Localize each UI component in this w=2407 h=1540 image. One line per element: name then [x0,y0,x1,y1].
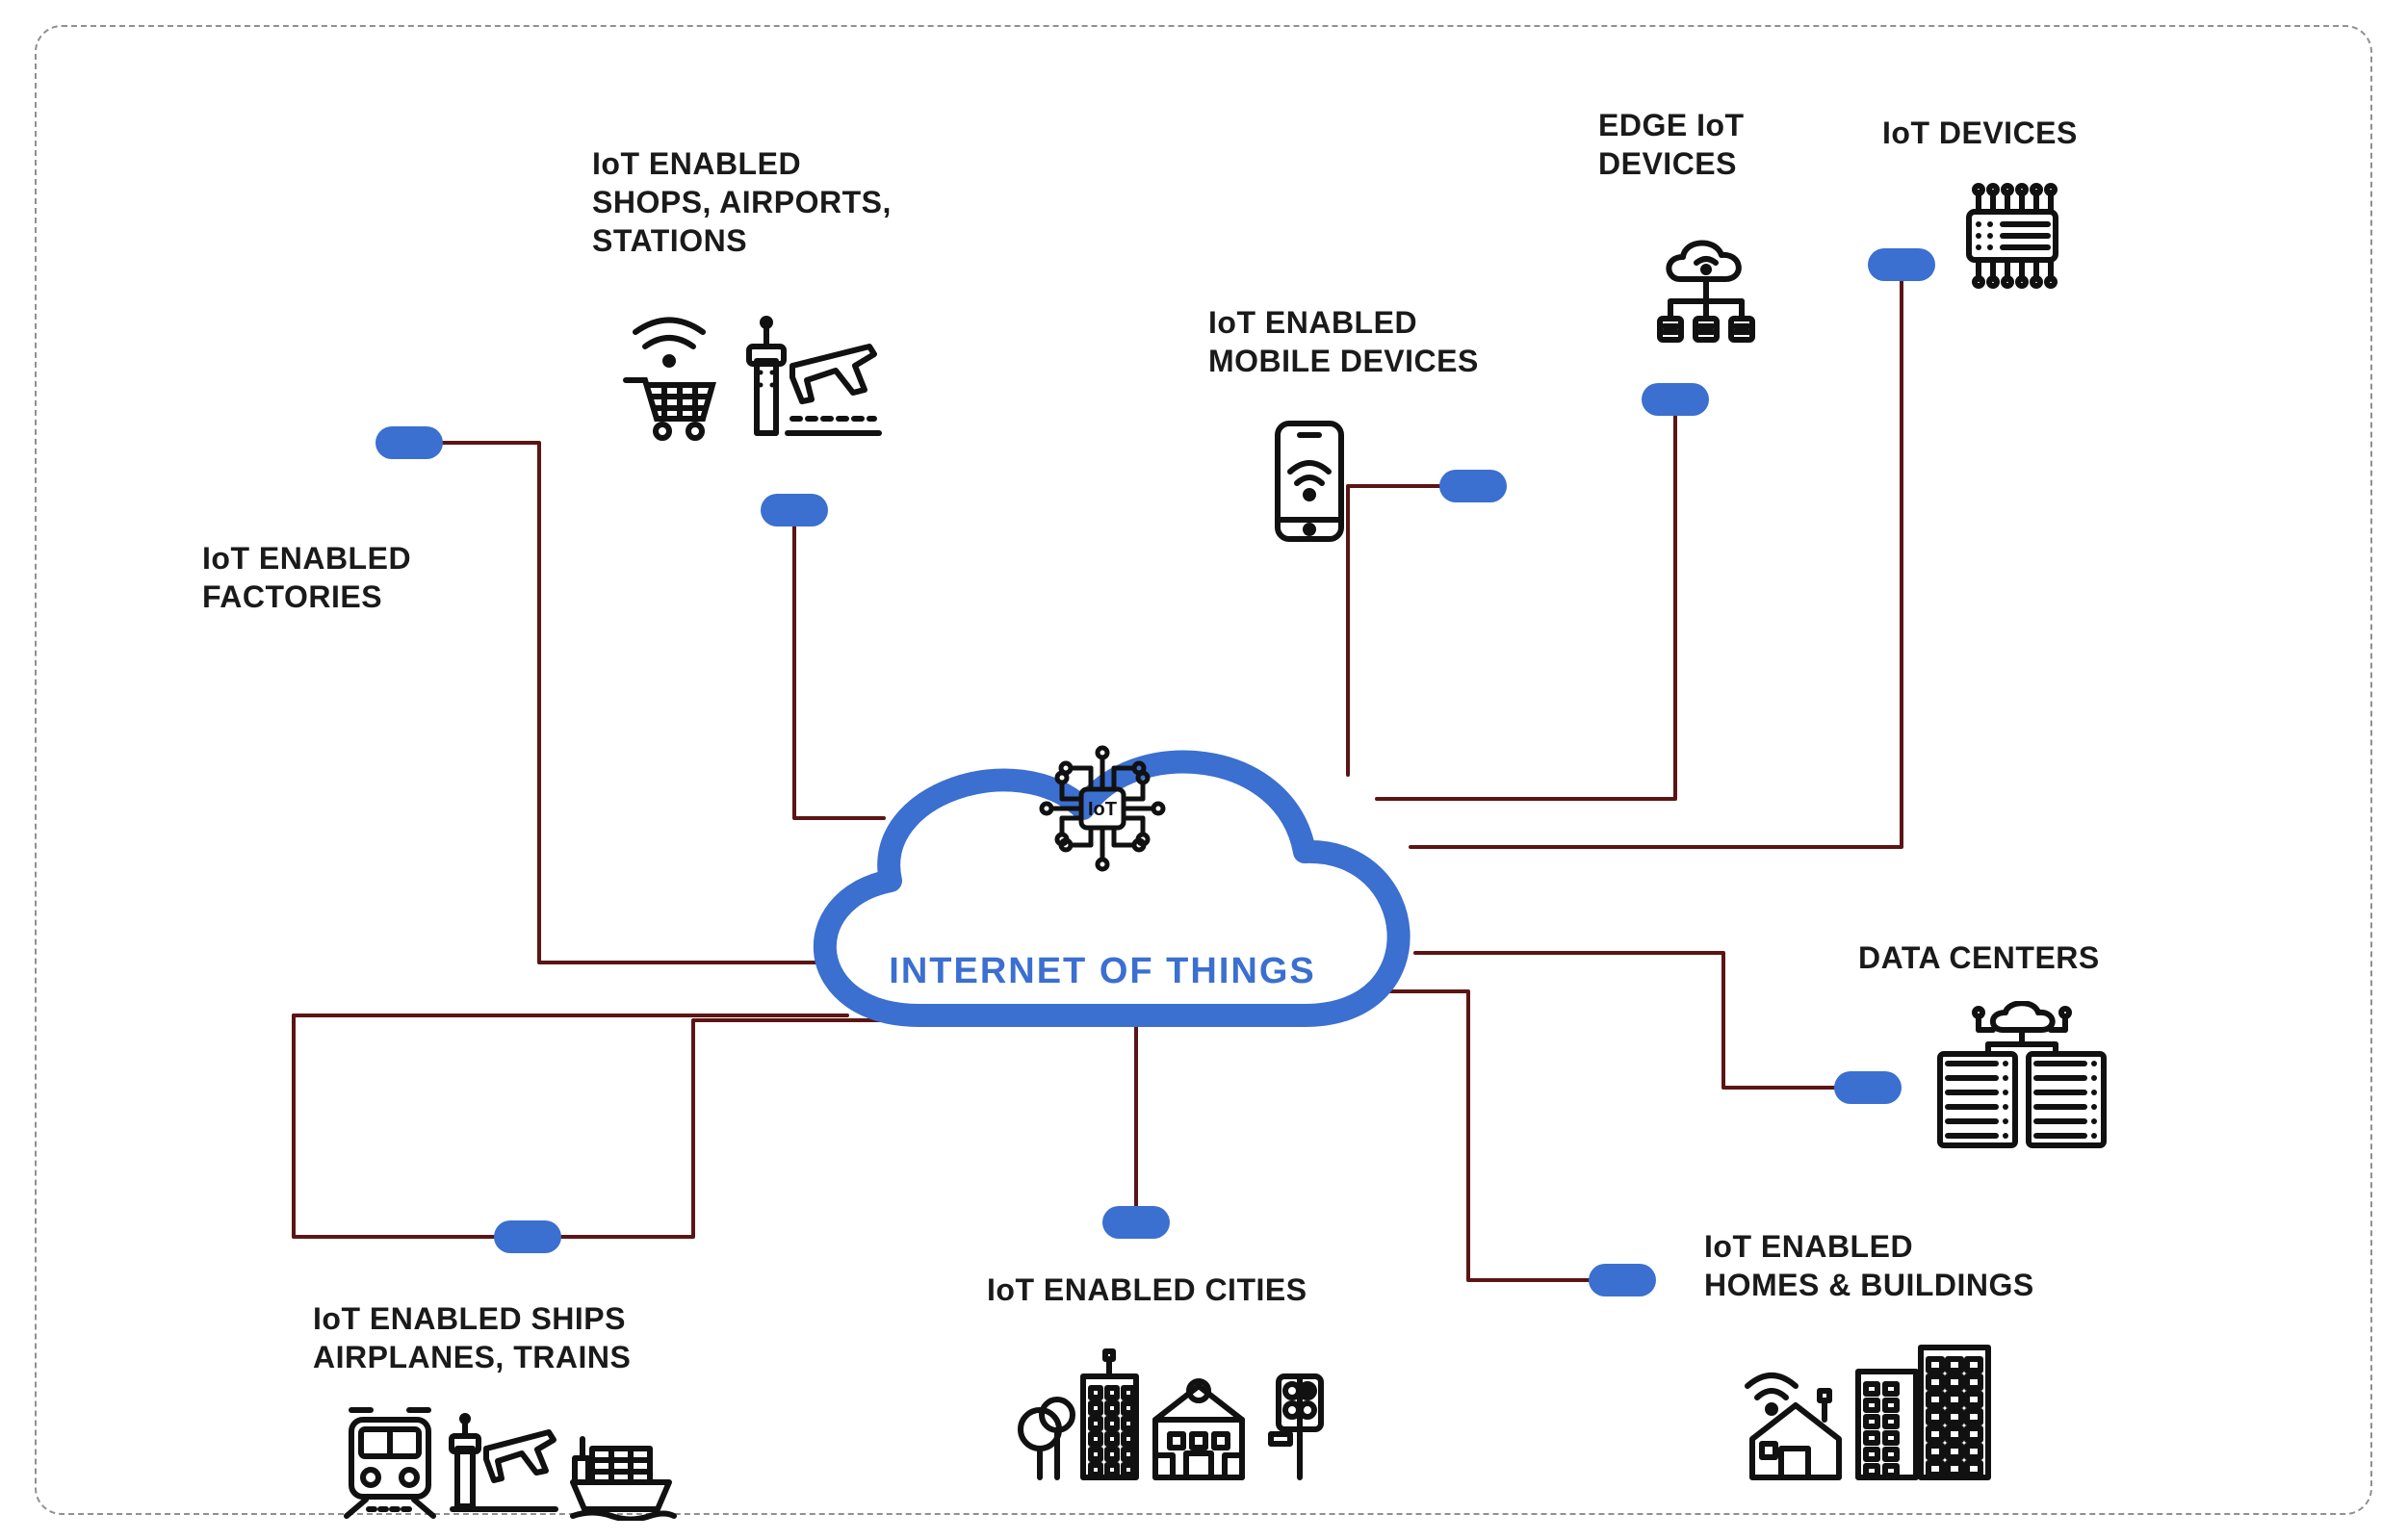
node-label-cities: IoT ENABLED CITIES [987,1270,1307,1309]
datacenters-icon [1921,1001,2123,1155]
node-label-mobile: IoT ENABLED MOBILE DEVICES [1208,303,1479,380]
node-label-ships: IoT ENABLED SHIPS AIRPLANES, TRAINS [313,1299,631,1376]
node-label-devices: IoT DEVICES [1882,114,2078,152]
cities-icon [1011,1338,1338,1482]
shops-icon [616,308,884,443]
node-pill-cities [1102,1206,1170,1239]
iot-chip-icon: IoT [1025,741,1179,876]
devices-icon [1940,178,2084,294]
node-label-shops: IoT ENABLED SHOPS, AIRPORTS, STATIONS [592,144,892,260]
edge-icon [1646,226,1772,351]
node-label-datacenters: DATA CENTERS [1858,938,2100,977]
node-pill-edge [1642,383,1709,416]
node-pill-ships [494,1220,561,1253]
homes-icon [1733,1328,2003,1482]
node-label-homes: IoT ENABLED HOMES & BUILDINGS [1704,1227,2034,1304]
node-label-factories: IoT ENABLED FACTORIES [202,539,411,616]
node-pill-datacenters [1834,1071,1902,1104]
svg-text:IoT: IoT [1088,799,1117,820]
ships-icon [342,1396,679,1521]
node-pill-factories [375,426,443,459]
node-pill-shops [761,494,828,526]
node-label-edge: EDGE IoT DEVICES [1598,106,1745,183]
node-pill-devices [1868,248,1935,281]
mobile-icon [1266,414,1353,549]
node-pill-mobile [1439,470,1507,502]
diagram-stage: INTERNET OF THINGS IoT [0,0,2407,1540]
node-pill-homes [1589,1264,1656,1296]
central-title: INTERNET OF THINGS [889,951,1315,992]
